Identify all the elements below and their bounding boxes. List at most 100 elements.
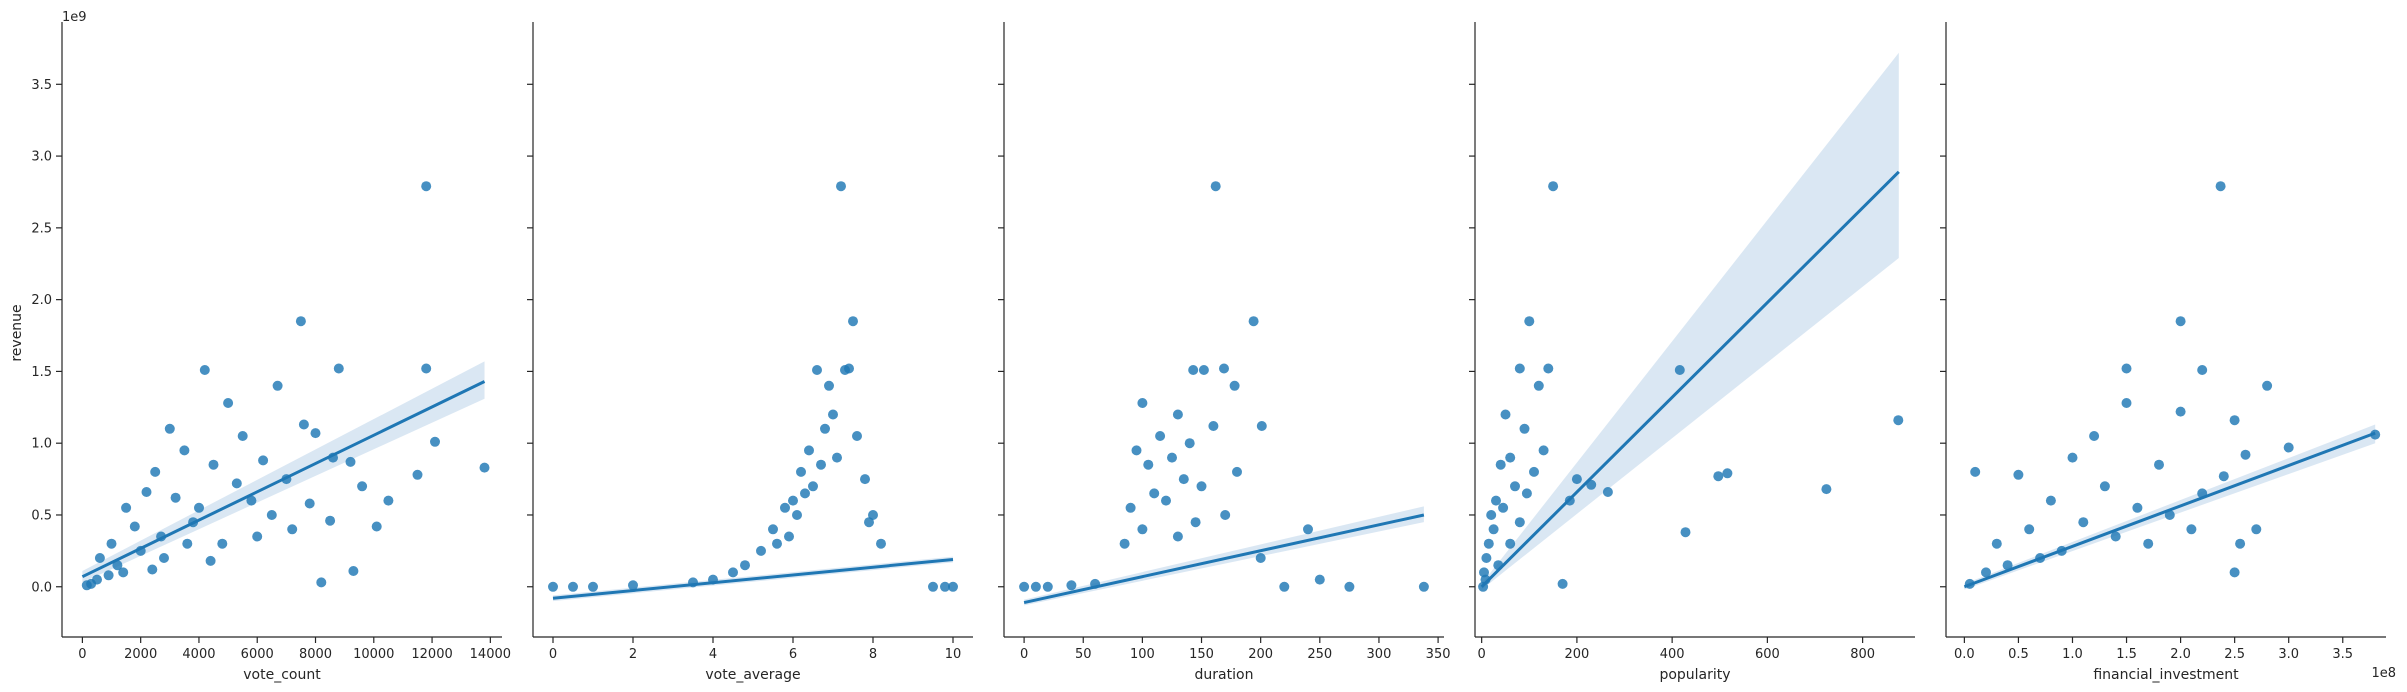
scatter-point <box>2164 510 2175 520</box>
x-tick-label: 4 <box>709 647 717 662</box>
scatter-point <box>94 553 105 563</box>
scatter-point <box>1970 466 1981 477</box>
scatter-point <box>287 524 298 535</box>
scatter-point <box>1066 580 1077 591</box>
scatter-point <box>1279 581 1290 592</box>
x-tick-label: 8 <box>869 647 877 662</box>
scatter-point <box>2143 538 2154 549</box>
scatter-point <box>237 431 248 441</box>
scatter-point <box>1510 481 1520 492</box>
scatter-point <box>1314 574 1325 585</box>
scatter-point <box>2186 524 2197 535</box>
scatter-point <box>1483 538 1494 549</box>
scatter-points <box>1478 181 1904 592</box>
scatter-point <box>121 502 132 513</box>
scatter-points <box>1019 181 1429 592</box>
scatter-point <box>628 580 638 591</box>
scatter-point <box>1155 431 1166 441</box>
x-tick-label: 2.0 <box>2170 647 2191 662</box>
scatter-point <box>808 481 818 492</box>
scatter-point <box>864 517 874 528</box>
scatter-point <box>832 452 842 463</box>
scatter-point <box>217 538 228 549</box>
scatter-point <box>147 564 158 575</box>
x-tick-label: 0 <box>1478 647 1486 662</box>
scatter-point <box>150 466 161 477</box>
x-tick-label: 200 <box>1564 647 1589 662</box>
scatter-point <box>848 316 858 327</box>
scatter-point <box>1220 510 1231 520</box>
scatter-points <box>81 181 490 591</box>
x-tick-label: 2.5 <box>2224 647 2245 662</box>
scatter-point <box>2045 495 2056 506</box>
x-axis-label: financial_investment <box>2093 667 2239 683</box>
scatter-point <box>788 495 798 506</box>
scatter-point <box>1521 488 1532 499</box>
scatter-point <box>1119 538 1130 549</box>
panel-financial-investment: 0.0 0.5 1.0 1.5 2.0 2.5 3.0 3.5 1e8 financial_inv… <box>1940 22 2396 683</box>
scatter-point <box>740 560 750 571</box>
scatter-point <box>1229 380 1240 391</box>
x-tick-label: 8000 <box>299 647 332 662</box>
y-tick-label: 3.5 <box>31 78 52 93</box>
x-tick-label: 0 <box>1020 647 1028 662</box>
scatter-point <box>164 423 175 434</box>
scatter-point <box>1505 538 1516 549</box>
scatter-point <box>1893 415 1904 426</box>
scatter-point <box>728 567 738 578</box>
x-tick-label: 2000 <box>124 647 157 662</box>
x-tick-label: 400 <box>1660 647 1685 662</box>
scatter-point <box>1495 459 1506 470</box>
regression-line <box>552 557 954 600</box>
x-tick-label: 14000 <box>470 647 511 662</box>
x-tick-label: 800 <box>1850 647 1875 662</box>
scatter-point <box>129 521 140 532</box>
scatter-point <box>430 436 440 447</box>
x-axis-label: vote_count <box>243 667 321 683</box>
scatter-point <box>246 495 257 506</box>
x-tick-label: 6000 <box>241 647 274 662</box>
x-axis-label: popularity <box>1659 667 1730 683</box>
scatter-point <box>548 581 558 592</box>
scatter-point <box>876 538 886 549</box>
scatter-point <box>1188 365 1199 375</box>
scatter-point <box>298 419 309 430</box>
panels: 0.00.51.01.52.02.53.03.50 2000 4000 6000 800… <box>31 22 2396 683</box>
scatter-point <box>199 365 210 375</box>
scatter-point <box>1486 510 1497 520</box>
scatter-point <box>1172 531 1183 542</box>
scatter-point <box>1344 581 1355 592</box>
y-axis-label: revenue <box>9 304 25 361</box>
y-tick-label: 3.0 <box>31 150 52 165</box>
scatter-point <box>1543 363 1554 374</box>
x-tick-label: 0.5 <box>2008 647 2029 662</box>
scatter-point <box>1548 181 1559 192</box>
x-tick-label: 150 <box>1189 647 1214 662</box>
scatter-point <box>2251 524 2262 535</box>
scatter-point <box>1505 452 1516 463</box>
scatter-point <box>194 502 204 513</box>
y-tick-label: 2.0 <box>31 293 52 308</box>
scatter-point <box>1602 487 1613 497</box>
scatter-point <box>2175 316 2186 327</box>
scatter-point <box>784 531 794 542</box>
scatter-point <box>1255 553 1266 563</box>
scatter-point <box>2229 567 2240 578</box>
scatter-point <box>421 181 432 192</box>
scatter-point <box>383 495 394 506</box>
x-tick-label: 10 <box>945 647 962 662</box>
scatter-point <box>1178 474 1189 485</box>
scatter-point <box>333 363 344 374</box>
x-tick-label: 100 <box>1130 647 1155 662</box>
scatter-point <box>828 409 838 420</box>
scatter-point <box>1149 488 1160 499</box>
scatter-point <box>2283 442 2294 453</box>
scatter-point <box>1821 484 1832 495</box>
scatter-point <box>1557 578 1568 589</box>
y-tick-label: 0.5 <box>31 508 52 523</box>
x-tick-label: 1.5 <box>2116 647 2137 662</box>
scatter-point <box>2229 415 2240 426</box>
x-tick-label: 0 <box>549 647 557 662</box>
scatter-point <box>1161 495 1171 506</box>
